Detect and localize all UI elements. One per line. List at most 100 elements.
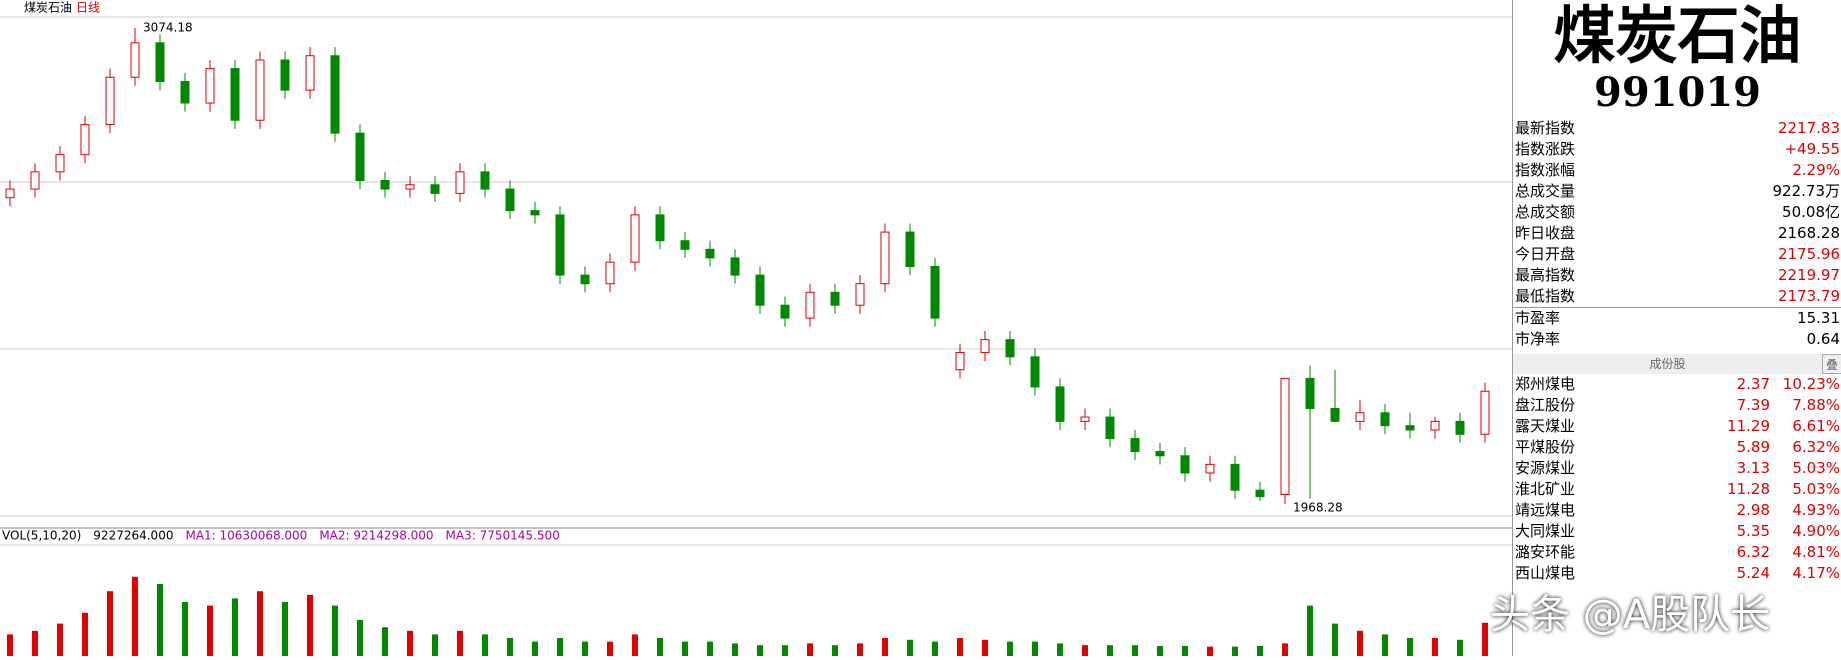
stat-label: 最高指数 xyxy=(1515,266,1576,284)
volume-bar xyxy=(557,638,563,656)
candle-body xyxy=(1305,377,1315,409)
low-label: 1968.28 xyxy=(1293,500,1343,514)
volume-bar xyxy=(232,598,238,656)
candle-body xyxy=(1230,463,1240,491)
stock-row[interactable]: 郑州煤电 2.37 10.23% xyxy=(1513,374,1841,395)
stock-row[interactable]: 淮北矿业 11.28 5.03% xyxy=(1513,479,1841,500)
volume-bar xyxy=(1482,622,1488,656)
info-panel: 煤炭石油 991019 最新指数 2217.83 指数涨跌 +49.55 指数涨幅 2.2… xyxy=(1512,0,1841,656)
stock-price: 2.98 xyxy=(1736,501,1770,519)
chart-name: 煤炭石油 xyxy=(24,1,72,15)
volume-bar xyxy=(882,638,888,656)
stat-row: 昨日收盘 2168.28 xyxy=(1513,223,1841,244)
high-label: 3074.18 xyxy=(143,21,193,35)
volume-bar xyxy=(257,591,263,656)
volume-bar xyxy=(357,620,363,656)
stock-pct: 6.61% xyxy=(1792,417,1840,435)
stock-row[interactable]: 平煤股份 5.89 6.32% xyxy=(1513,437,1841,458)
stock-name: 西山煤电 xyxy=(1515,564,1576,582)
candle-body xyxy=(1080,416,1090,422)
stock-row[interactable]: 西山煤电 5.24 4.17% xyxy=(1513,563,1841,584)
candle-body xyxy=(655,214,665,242)
volume-bar xyxy=(57,623,63,656)
volume-bar xyxy=(607,641,613,656)
candle-body xyxy=(455,171,465,194)
candle-body xyxy=(1355,412,1365,422)
volume-bar xyxy=(382,627,388,656)
volume-legend: 9227264.000 xyxy=(93,529,173,543)
watermark: 头条 @A股队长 xyxy=(1490,592,1771,638)
volume-bar xyxy=(482,634,488,656)
volume-bar xyxy=(582,641,588,656)
volume-bar xyxy=(157,584,163,656)
candle-body xyxy=(980,339,990,354)
candle-body xyxy=(1430,420,1440,431)
volume-bar xyxy=(782,645,788,656)
stock-row[interactable]: 潞安环能 6.32 4.81% xyxy=(1513,542,1841,563)
candle-body xyxy=(580,274,590,285)
stat-value: +49.55 xyxy=(1784,140,1840,158)
stock-row[interactable]: 盘江股份 7.39 7.88% xyxy=(1513,395,1841,416)
stock-name: 大同煤业 xyxy=(1515,522,1576,540)
stat-row: 最低指数 2173.79 xyxy=(1513,286,1841,307)
candle-body xyxy=(605,261,615,285)
candle-body xyxy=(555,214,565,276)
volume-bar xyxy=(682,641,688,656)
volume-bar xyxy=(1132,645,1138,656)
candle-body xyxy=(155,42,165,83)
volume-bar xyxy=(1232,646,1238,656)
stat-row: 最高指数 2219.97 xyxy=(1513,265,1841,286)
candle-body xyxy=(130,42,140,78)
volume-bar xyxy=(1082,645,1088,656)
stock-list: 郑州煤电 2.37 10.23% 盘江股份 7.39 7.88% 露天煤业 11.29 6.61… xyxy=(1513,374,1841,584)
candle-body xyxy=(1155,450,1165,457)
candle-body xyxy=(1380,412,1390,427)
stock-row[interactable]: 露天煤业 11.29 6.61% xyxy=(1513,416,1841,437)
volume-legend: VOL(5,10,20) xyxy=(2,529,81,543)
candle-body xyxy=(255,59,265,121)
stat-row: 指数涨跌 +49.55 xyxy=(1513,139,1841,160)
candle-body xyxy=(1280,377,1290,495)
candle-body xyxy=(905,231,915,268)
candle-body xyxy=(330,55,340,134)
stock-price: 5.24 xyxy=(1736,564,1770,582)
stock-pct: 4.93% xyxy=(1792,501,1840,519)
volume-bar xyxy=(657,638,663,656)
volume-bar xyxy=(632,634,638,656)
volume-bar xyxy=(807,643,813,656)
stock-name: 安源煤业 xyxy=(1515,459,1576,477)
panel-code: 991019 xyxy=(1594,69,1761,116)
stock-row[interactable]: 大同煤业 5.35 4.90% xyxy=(1513,521,1841,542)
stat-label: 指数涨幅 xyxy=(1515,161,1576,179)
candle-body xyxy=(805,291,815,319)
stack-button[interactable]: 叠 xyxy=(1822,354,1841,374)
list-header-bar: 成份股 叠 xyxy=(1513,354,1841,374)
candle-body xyxy=(1180,455,1190,474)
volume-bar xyxy=(1257,645,1263,656)
volume-bar xyxy=(757,645,763,656)
stock-name: 靖远煤电 xyxy=(1515,501,1576,519)
candle-body xyxy=(855,283,865,306)
volume-bar xyxy=(1007,641,1013,656)
stock-pct: 5.03% xyxy=(1792,480,1840,498)
volume-bar xyxy=(1357,630,1363,656)
candle-body xyxy=(1255,489,1265,498)
stock-name: 平煤股份 xyxy=(1515,438,1576,456)
volume-bar xyxy=(1107,645,1113,656)
stat-label: 总成交额 xyxy=(1515,203,1576,221)
candle-body xyxy=(430,184,440,194)
candle-body xyxy=(1005,339,1015,358)
stat-row: 指数涨幅 2.29% xyxy=(1513,160,1841,181)
stat-label: 今日开盘 xyxy=(1515,245,1576,263)
volume-bar xyxy=(182,602,188,656)
volume-bar xyxy=(1057,643,1063,656)
candle-body xyxy=(380,179,390,190)
stock-row[interactable]: 靖远煤电 2.98 4.93% xyxy=(1513,500,1841,521)
volume-bar xyxy=(832,645,838,656)
stock-row[interactable]: 安源煤业 3.13 5.03% xyxy=(1513,458,1841,479)
candle-body xyxy=(1205,463,1215,474)
stock-price: 11.28 xyxy=(1727,480,1770,498)
stock-name: 盘江股份 xyxy=(1515,396,1576,414)
stat-value: 15.31 xyxy=(1797,309,1840,327)
